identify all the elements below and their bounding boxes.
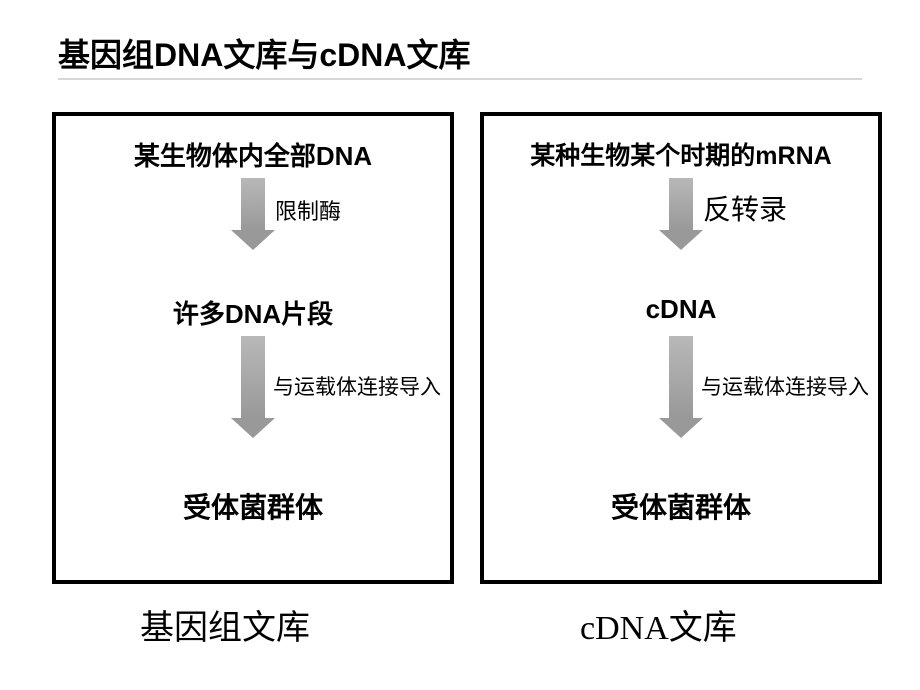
arrow-down bbox=[659, 336, 703, 438]
cdna-library-panel: 某种生物某个时期的mRNA 反转录 cDNA 与运载体连接导入 受体菌群体 bbox=[480, 112, 882, 584]
cdna-step-source: 某种生物某个时期的mRNA bbox=[484, 136, 878, 172]
cdna-arrow-label-rt: 反转录 bbox=[703, 188, 787, 228]
genomic-library-panel: 某生物体内全部DNA 限制酶 许多DNA片段 与运载体连接导入 受体菌群体 bbox=[52, 112, 454, 584]
arrow-down bbox=[231, 178, 275, 250]
arrow-shaft bbox=[241, 178, 265, 230]
genomic-arrow-label-enzyme: 限制酶 bbox=[275, 194, 341, 226]
cdna-step-cdna: cDNA bbox=[484, 294, 878, 325]
page-title: 基因组DNA文库与cDNA文库 bbox=[58, 30, 470, 76]
arrow-down bbox=[231, 336, 275, 438]
arrow-down bbox=[659, 178, 703, 250]
arrow-shaft bbox=[241, 336, 265, 418]
cdna-step-host: 受体菌群体 bbox=[484, 486, 878, 526]
genomic-library-caption: 基因组文库 bbox=[140, 600, 310, 649]
arrow-head bbox=[231, 418, 275, 438]
cdna-arrow-label-vector: 与运载体连接导入 bbox=[701, 371, 869, 401]
arrow-head bbox=[231, 230, 275, 250]
cdna-library-caption: cDNA文库 bbox=[580, 600, 737, 649]
genomic-step-host: 受体菌群体 bbox=[56, 486, 450, 526]
genomic-step-fragments: 许多DNA片段 bbox=[56, 294, 450, 331]
genomic-arrow-label-vector: 与运载体连接导入 bbox=[273, 371, 441, 401]
title-underline bbox=[58, 78, 862, 80]
genomic-step-source: 某生物体内全部DNA bbox=[56, 136, 450, 173]
arrow-shaft bbox=[669, 336, 693, 418]
arrow-head bbox=[659, 230, 703, 250]
arrow-shaft bbox=[669, 178, 693, 230]
arrow-head bbox=[659, 418, 703, 438]
